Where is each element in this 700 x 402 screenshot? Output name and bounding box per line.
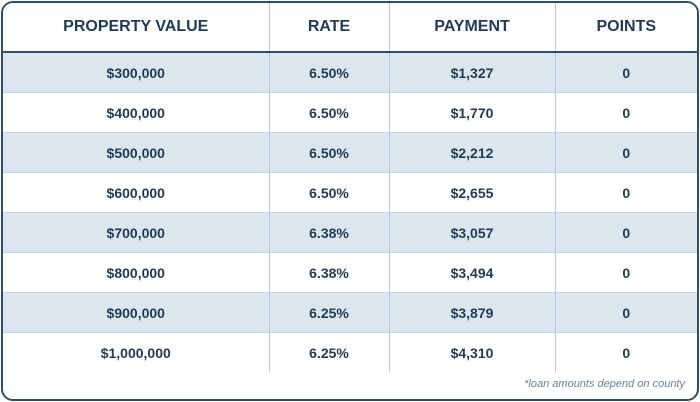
cell-points: 0 <box>554 332 697 372</box>
header-rate: RATE <box>268 3 389 53</box>
header-property-value: PROPERTY VALUE <box>3 3 269 53</box>
cell-points: 0 <box>554 212 697 253</box>
footnote: *loan amounts depend on county <box>524 378 685 390</box>
header-points: POINTS <box>554 3 697 53</box>
cell-rate: 6.25% <box>268 332 389 372</box>
cell-payment: $3,057 <box>388 212 555 253</box>
cell-property-value: $500,000 <box>3 132 269 173</box>
cell-rate: 6.38% <box>268 252 389 293</box>
cell-payment: $4,310 <box>388 332 555 372</box>
cell-rate: 6.50% <box>268 52 389 93</box>
table-row: $600,000 6.50% $2,655 0 <box>3 172 697 213</box>
cell-rate: 6.25% <box>268 292 389 333</box>
cell-payment: $3,879 <box>388 292 555 333</box>
cell-payment: $2,655 <box>388 172 555 213</box>
rate-table: PROPERTY VALUE RATE PAYMENT POINTS $300,… <box>3 3 697 372</box>
cell-property-value: $400,000 <box>3 92 269 133</box>
cell-rate: 6.50% <box>268 172 389 213</box>
cell-property-value: $700,000 <box>3 212 269 253</box>
table-row: $1,000,000 6.25% $4,310 0 <box>3 332 697 372</box>
cell-rate: 6.50% <box>268 132 389 173</box>
cell-property-value: $600,000 <box>3 172 269 213</box>
cell-payment: $1,770 <box>388 92 555 133</box>
cell-property-value: $300,000 <box>3 52 269 93</box>
cell-property-value: $900,000 <box>3 292 269 333</box>
cell-points: 0 <box>554 52 697 93</box>
table-row: $400,000 6.50% $1,770 0 <box>3 92 697 133</box>
header-payment: PAYMENT <box>388 3 555 53</box>
cell-points: 0 <box>554 252 697 293</box>
cell-points: 0 <box>554 92 697 133</box>
table-row: $800,000 6.38% $3,494 0 <box>3 252 697 293</box>
cell-points: 0 <box>554 292 697 333</box>
cell-points: 0 <box>554 132 697 173</box>
table-header-row: PROPERTY VALUE RATE PAYMENT POINTS <box>3 3 697 53</box>
cell-property-value: $1,000,000 <box>100 344 171 361</box>
table-row: $300,000 6.50% $1,327 0 <box>3 52 697 93</box>
table-row: $500,000 6.50% $2,212 0 <box>3 132 697 173</box>
cell-rate: 6.38% <box>268 212 389 253</box>
cell-points: 0 <box>554 172 697 213</box>
cell-payment: $1,327 <box>388 52 555 93</box>
cell-payment: $3,494 <box>388 252 555 293</box>
cell-rate: 6.50% <box>268 92 389 133</box>
table-row: $700,000 6.38% $3,057 0 <box>3 212 697 253</box>
cell-payment: $2,212 <box>388 132 555 173</box>
cell-property-value: $800,000 <box>3 252 269 293</box>
table-row: $900,000 6.25% $3,879 0 <box>3 292 697 333</box>
